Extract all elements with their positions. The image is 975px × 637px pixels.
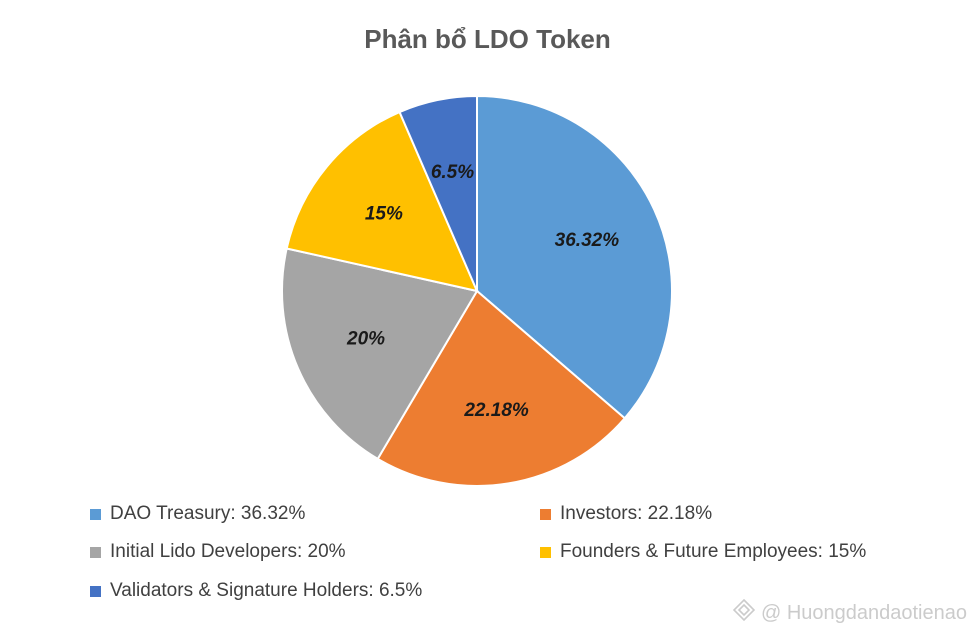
pie-slice-3 (285, 110, 479, 293)
pie-data-label-1: 22.18% (463, 400, 529, 421)
legend-label-1: Investors: 22.18% (560, 503, 713, 524)
pie-data-label-0: 36.32% (555, 230, 620, 251)
pie-data-label-2: 20% (346, 329, 385, 350)
legend-swatch-1 (540, 508, 551, 520)
legend-item-2: Initial Lido Developers: 20% (90, 541, 346, 563)
diamond-logo-icon (732, 598, 756, 627)
pie-data-label-3: 15% (365, 203, 403, 224)
legend-item-3: Founders & Future Employees: 15% (540, 541, 866, 563)
legend-label-4: Validators & Signature Holders: 6.5% (110, 580, 423, 601)
legend-swatch-3 (540, 546, 551, 558)
watermark-text: @ Huongdandaotienao (760, 601, 967, 624)
legend-item-0: DAO Treasury: 36.32% (90, 503, 305, 525)
pie-data-label-4: 6.5% (431, 162, 474, 183)
legend-label-2: Initial Lido Developers: 20% (110, 541, 346, 562)
legend-swatch-0 (90, 508, 101, 520)
watermark: @ Huongdandaotienao (732, 598, 967, 627)
legend-item-1: Investors: 22.18% (540, 503, 712, 525)
pie-slice-4 (398, 94, 478, 292)
pie-slice-0 (476, 94, 673, 420)
legend-label-0: DAO Treasury: 36.32% (110, 503, 306, 524)
pie-slice-2 (281, 247, 479, 461)
legend-swatch-2 (90, 546, 101, 558)
legend-swatch-4 (90, 585, 101, 597)
pie-slice-1 (376, 289, 627, 487)
chart-title: Phân bổ LDO Token (364, 24, 611, 54)
legend-item-4: Validators & Signature Holders: 6.5% (90, 580, 422, 602)
legend-label-3: Founders & Future Employees: 15% (560, 541, 867, 562)
